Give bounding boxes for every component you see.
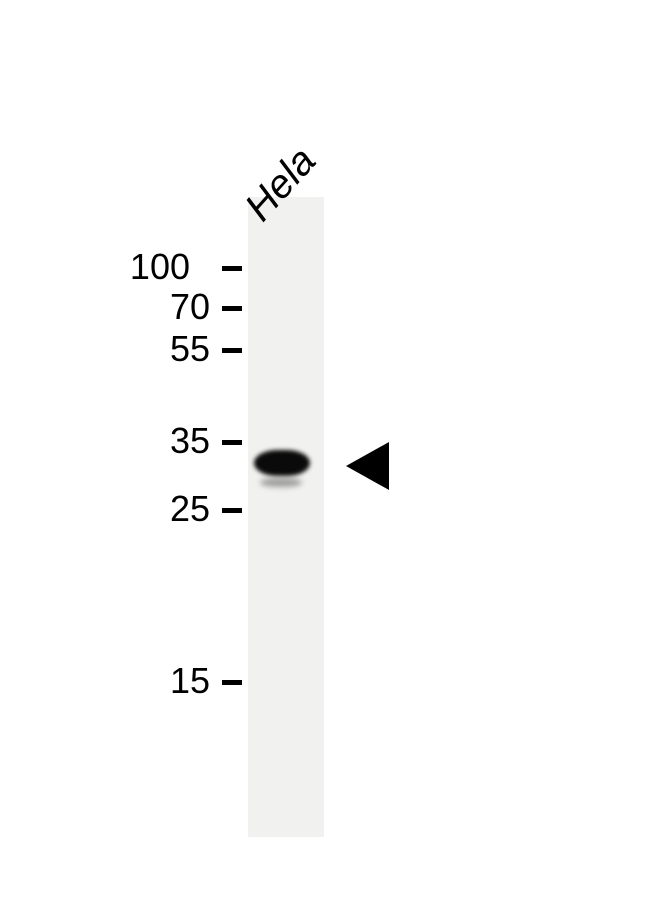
band-arrow-icon [346, 442, 389, 490]
protein-band [254, 450, 310, 476]
mw-label: 55 [100, 328, 210, 370]
mw-tick [222, 348, 242, 353]
mw-tick [222, 266, 242, 271]
mw-label: 25 [100, 488, 210, 530]
mw-tick [222, 306, 242, 311]
mw-label: 100 [80, 246, 190, 288]
mw-tick [222, 508, 242, 513]
mw-tick [222, 680, 242, 685]
mw-label: 35 [100, 420, 210, 462]
blot-lane [248, 197, 324, 837]
mw-label: 70 [100, 286, 210, 328]
protein-band [260, 478, 302, 487]
mw-label: 15 [100, 660, 210, 702]
mw-tick [222, 440, 242, 445]
western-blot-figure: Hela 1007055352515 [0, 0, 650, 923]
